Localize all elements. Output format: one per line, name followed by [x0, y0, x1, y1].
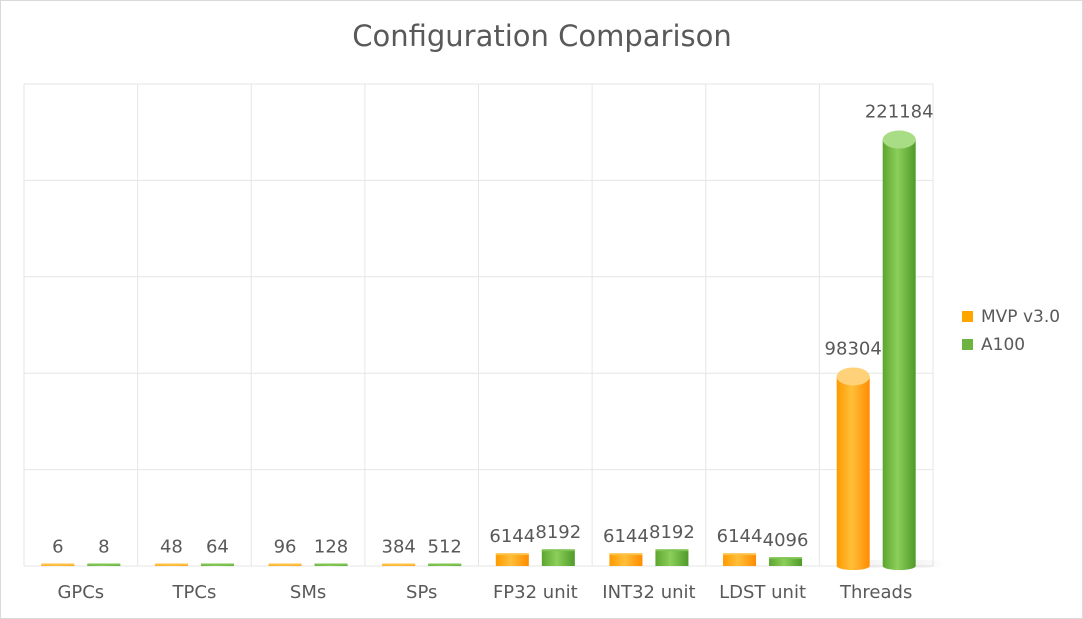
bar-cap [541, 549, 575, 552]
gridlines [23, 83, 934, 567]
bar-body [882, 139, 916, 570]
data-label-mvp-v3-0-int32-unit: 6144 [603, 526, 649, 547]
bar-mvp-v3-0-ldst-unit [723, 553, 757, 566]
data-labels: 6 8 48 64 96 128 384 512 6144 8192 6144 8192 6144 409… [52, 102, 933, 558]
data-label-a100-sms: 128 [314, 537, 348, 558]
bar-cap [154, 563, 188, 566]
bar-a100-int32-unit [655, 549, 689, 566]
bar-cap [836, 367, 870, 386]
data-label-mvp-v3-0-gpcs: 6 [52, 537, 63, 558]
bar-a100-sms [314, 563, 348, 566]
bar-cap [882, 130, 916, 149]
bar-cap [723, 553, 757, 556]
bar-cap [268, 563, 302, 566]
bar-body [769, 558, 803, 566]
legend-label-a100: A100 [981, 335, 1025, 355]
x-tick-tpcs: TPCs [172, 582, 217, 603]
data-label-mvp-v3-0-fp32-unit: 6144 [489, 526, 535, 547]
bar-a100-threads [882, 130, 946, 570]
bar-cap [428, 563, 462, 566]
bar-body [541, 550, 575, 566]
bar-a100-fp32-unit [541, 549, 575, 566]
bar-cap [314, 563, 348, 566]
x-tick-gpcs: GPCs [57, 582, 104, 603]
data-label-a100-sps: 512 [428, 537, 462, 558]
bar-mvp-v3-0-threads [836, 367, 900, 570]
bar-cap [200, 563, 234, 566]
x-tick-sps: SPs [406, 582, 437, 603]
data-label-mvp-v3-0-sps: 384 [382, 537, 416, 558]
legend-swatch-a100 [962, 339, 973, 350]
bar-mvp-v3-0-int32-unit [609, 553, 643, 566]
bar-a100-tpcs [200, 563, 234, 566]
x-tick-threads: Threads [839, 582, 912, 603]
x-tick-sms: SMs [290, 582, 326, 603]
bar-cap [655, 549, 689, 552]
x-tick-int32-unit: INT32 unit [602, 582, 695, 603]
bar-body [655, 550, 689, 566]
bar-a100-sps [428, 563, 462, 566]
data-label-a100-gpcs: 8 [98, 537, 109, 558]
bar-cap [87, 563, 121, 566]
x-axis-tick-labels: GPCs TPCs SMs SPs FP32 unit INT32 unit LDST un… [57, 582, 912, 603]
data-label-mvp-v3-0-sms: 96 [274, 537, 297, 558]
bar-mvp-v3-0-tpcs [154, 563, 188, 566]
bar-mvp-v3-0-fp32-unit [495, 553, 529, 566]
data-label-a100-tpcs: 64 [206, 537, 229, 558]
legend: MVP v3.0 A100 [962, 307, 1060, 355]
bar-cap [769, 557, 803, 560]
bars [41, 130, 946, 570]
x-tick-ldst-unit: LDST unit [719, 582, 806, 603]
bar-a100-ldst-unit [769, 557, 803, 566]
bar-cap [382, 563, 416, 566]
data-label-a100-fp32-unit: 8192 [535, 522, 581, 543]
bar-cap [41, 563, 75, 566]
data-label-mvp-v3-0-tpcs: 48 [160, 537, 183, 558]
bar-body [495, 554, 529, 566]
data-label-mvp-v3-0-ldst-unit: 6144 [717, 526, 763, 547]
data-label-a100-int32-unit: 8192 [649, 522, 695, 543]
bar-cap [609, 553, 643, 556]
bar-mvp-v3-0-sps [382, 563, 416, 566]
chart-title: Configuration Comparison [352, 19, 732, 53]
bar-mvp-v3-0-gpcs [41, 563, 75, 566]
x-tick-fp32-unit: FP32 unit [493, 582, 578, 603]
bar-body [836, 376, 870, 570]
legend-label-mvp-v3-0: MVP v3.0 [981, 307, 1060, 327]
legend-swatch-mvp-v3-0 [962, 311, 973, 322]
bar-a100-gpcs [87, 563, 121, 566]
data-label-mvp-v3-0-threads: 98304 [825, 338, 882, 359]
bar-cap [495, 553, 529, 556]
bar-body [723, 554, 757, 566]
bar-mvp-v3-0-sms [268, 563, 302, 566]
data-label-a100-ldst-unit: 4096 [763, 530, 809, 551]
bar-body [609, 554, 643, 566]
data-label-a100-threads: 221184 [865, 102, 934, 123]
